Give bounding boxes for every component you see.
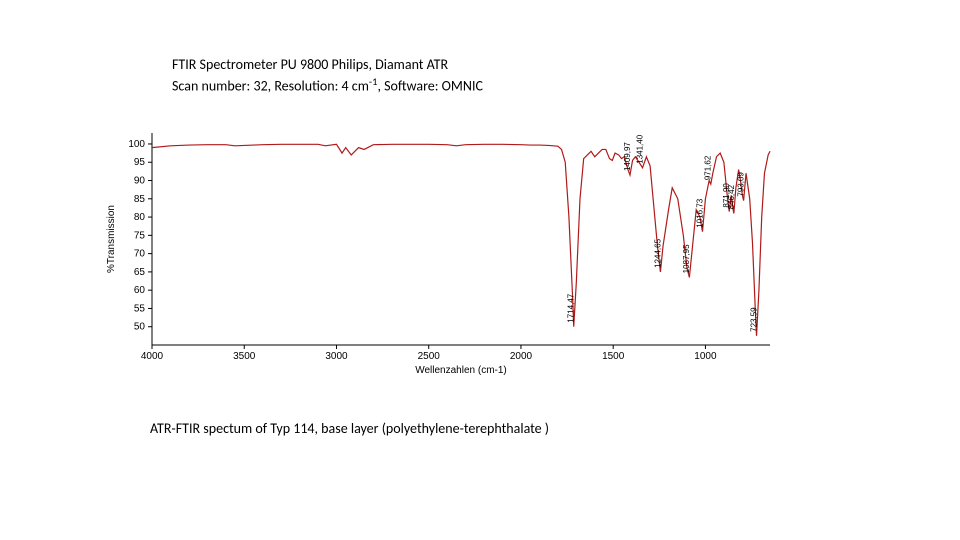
svg-text:65: 65	[134, 267, 146, 278]
svg-text:1016,73: 1016,73	[695, 198, 704, 227]
svg-text:80: 80	[134, 212, 146, 223]
header-line-2: Scan number: 32, Resolution: 4 cm-1, Sof…	[172, 75, 483, 95]
svg-text:3500: 3500	[233, 351, 256, 362]
svg-text:85: 85	[134, 194, 146, 205]
chart-svg: 50 55 60 65 70 75 80 85 90 95 100 %Transmission 4000…	[100, 125, 780, 385]
svg-text:95: 95	[134, 157, 146, 168]
svg-text:1500: 1500	[602, 351, 625, 362]
svg-text:70: 70	[134, 249, 146, 260]
svg-text:75: 75	[134, 230, 146, 241]
svg-text:2000: 2000	[510, 351, 533, 362]
svg-text:1087,95: 1087,95	[682, 244, 691, 273]
header-line-2-prefix: Scan number: 32, Resolution: 4 cm	[172, 78, 369, 95]
header-block: FTIR Spectrometer PU 9800 Philips, Diama…	[172, 56, 483, 95]
svg-text:Wellenzahlen (cm-1): Wellenzahlen (cm-1)	[415, 365, 507, 376]
svg-text:1341,40: 1341,40	[635, 134, 644, 163]
svg-text:1244,65: 1244,65	[653, 238, 662, 267]
figure-caption: ATR-FTIR spectum of Typ 114, base layer …	[150, 420, 549, 437]
svg-text:1409,97: 1409,97	[623, 142, 632, 171]
svg-text:4000: 4000	[141, 351, 164, 362]
svg-text:1000: 1000	[694, 351, 717, 362]
svg-text:1714,47: 1714,47	[567, 293, 576, 322]
svg-text:846,42: 846,42	[727, 184, 736, 209]
svg-text:55: 55	[134, 303, 146, 314]
header-line-1: FTIR Spectrometer PU 9800 Philips, Diama…	[172, 56, 483, 73]
svg-text:3000: 3000	[325, 351, 348, 362]
svg-text:%Transmission: %Transmission	[106, 205, 117, 273]
svg-text:2500: 2500	[418, 351, 441, 362]
svg-text:90: 90	[134, 176, 146, 187]
spectrum-chart: 50 55 60 65 70 75 80 85 90 95 100 %Transmission 4000…	[100, 125, 780, 385]
svg-text:50: 50	[134, 322, 146, 333]
header-line-2-suffix: , Software: OMNIC	[377, 78, 483, 95]
svg-text:100: 100	[128, 139, 145, 150]
svg-text:60: 60	[134, 285, 146, 296]
svg-text:971,62: 971,62	[704, 155, 713, 180]
svg-text:793,09: 793,09	[737, 172, 746, 197]
svg-text:723,59: 723,59	[749, 307, 758, 332]
